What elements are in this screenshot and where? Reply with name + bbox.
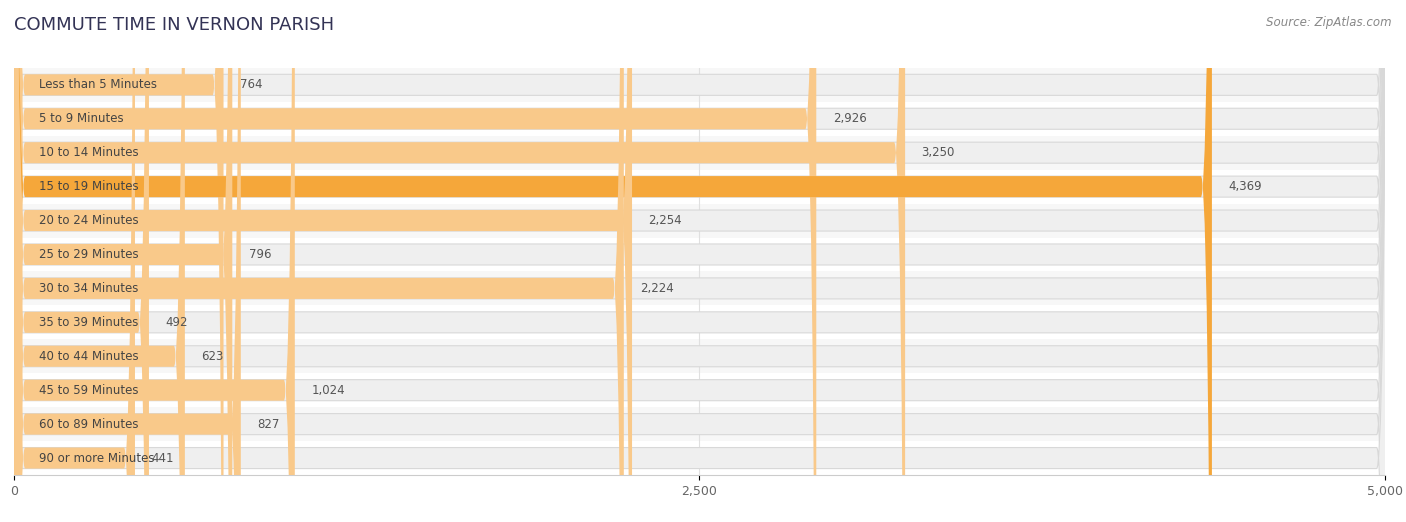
Text: 90 or more Minutes: 90 or more Minutes (39, 452, 155, 465)
Text: 796: 796 (249, 248, 271, 261)
Text: 623: 623 (201, 350, 224, 363)
FancyBboxPatch shape (14, 0, 232, 522)
Text: 40 to 44 Minutes: 40 to 44 Minutes (39, 350, 138, 363)
Text: 15 to 19 Minutes: 15 to 19 Minutes (39, 180, 138, 193)
FancyBboxPatch shape (14, 0, 184, 522)
Bar (14, 305, 1385, 339)
Bar (14, 102, 1385, 136)
FancyBboxPatch shape (11, 0, 1388, 522)
Bar (14, 170, 1385, 204)
FancyBboxPatch shape (11, 0, 1388, 522)
FancyBboxPatch shape (11, 0, 1388, 522)
FancyBboxPatch shape (14, 0, 149, 522)
FancyBboxPatch shape (14, 0, 905, 522)
Bar (14, 136, 1385, 170)
FancyBboxPatch shape (14, 0, 135, 522)
Bar (14, 339, 1385, 373)
Bar (14, 204, 1385, 238)
FancyBboxPatch shape (14, 0, 224, 522)
Bar (14, 407, 1385, 441)
Text: 2,254: 2,254 (648, 214, 682, 227)
Text: 2,926: 2,926 (832, 112, 866, 125)
Bar (14, 373, 1385, 407)
Text: 441: 441 (152, 452, 174, 465)
FancyBboxPatch shape (11, 0, 1388, 522)
Text: 5 to 9 Minutes: 5 to 9 Minutes (39, 112, 124, 125)
Text: 25 to 29 Minutes: 25 to 29 Minutes (39, 248, 138, 261)
FancyBboxPatch shape (11, 0, 1388, 522)
Text: 2,224: 2,224 (640, 282, 673, 295)
Text: 3,250: 3,250 (921, 146, 955, 159)
Text: 10 to 14 Minutes: 10 to 14 Minutes (39, 146, 138, 159)
Text: 827: 827 (257, 418, 280, 431)
FancyBboxPatch shape (14, 0, 295, 522)
Text: 60 to 89 Minutes: 60 to 89 Minutes (39, 418, 138, 431)
Text: COMMUTE TIME IN VERNON PARISH: COMMUTE TIME IN VERNON PARISH (14, 16, 335, 33)
Bar (14, 441, 1385, 475)
Bar (14, 68, 1385, 102)
Text: 20 to 24 Minutes: 20 to 24 Minutes (39, 214, 138, 227)
Bar (14, 238, 1385, 271)
Text: 45 to 59 Minutes: 45 to 59 Minutes (39, 384, 138, 397)
Text: 764: 764 (240, 78, 263, 91)
Text: 1,024: 1,024 (311, 384, 344, 397)
FancyBboxPatch shape (11, 0, 1388, 522)
Text: 4,369: 4,369 (1229, 180, 1263, 193)
Text: 35 to 39 Minutes: 35 to 39 Minutes (39, 316, 138, 329)
FancyBboxPatch shape (14, 0, 817, 522)
FancyBboxPatch shape (14, 0, 1212, 522)
FancyBboxPatch shape (11, 0, 1388, 522)
FancyBboxPatch shape (14, 0, 633, 522)
Text: 492: 492 (166, 316, 188, 329)
FancyBboxPatch shape (11, 0, 1388, 522)
Text: Source: ZipAtlas.com: Source: ZipAtlas.com (1267, 16, 1392, 29)
FancyBboxPatch shape (11, 0, 1388, 522)
FancyBboxPatch shape (11, 0, 1388, 522)
FancyBboxPatch shape (11, 0, 1388, 522)
FancyBboxPatch shape (14, 0, 240, 522)
Text: Less than 5 Minutes: Less than 5 Minutes (39, 78, 156, 91)
FancyBboxPatch shape (11, 0, 1388, 522)
FancyBboxPatch shape (14, 0, 624, 522)
Text: 30 to 34 Minutes: 30 to 34 Minutes (39, 282, 138, 295)
Bar (14, 271, 1385, 305)
